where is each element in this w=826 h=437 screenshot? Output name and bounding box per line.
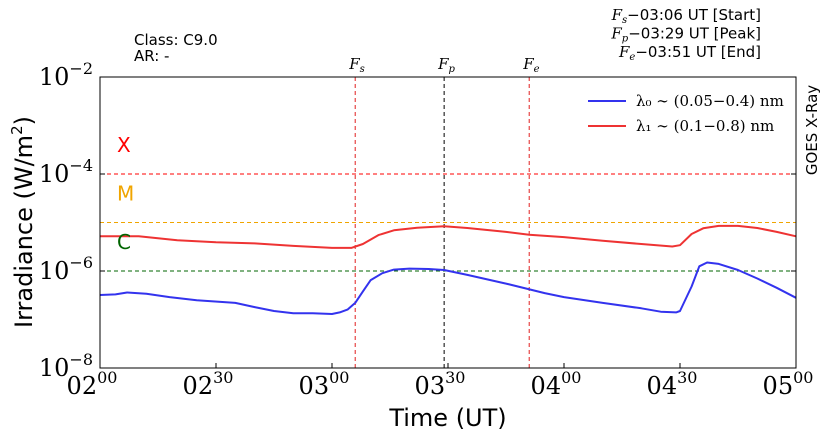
event-lines: Fs Fp Fe [348,55,540,368]
event-label-p: Fp [437,55,455,75]
class-label-m: M [117,182,134,206]
x-tick-label: 0400 [531,368,582,400]
event-label-e: Fe [522,55,539,75]
x-tick-label: 0430 [647,368,698,400]
x-axis-label: Time (UT) [388,404,506,432]
flare-class-labels: X MC [117,133,134,254]
y-tick-label: 10−4 [39,156,93,188]
svg-text:Irradiance (W/m2): Irradiance (W/m2) [8,116,38,328]
axes: 10−8 10−6 10−4 10−2 0200 0230 0300 0330 0400 0430… [39,59,814,400]
event-time-p: Fp−03:29 UT [Peak] [610,25,761,45]
y-tick-label: 10−8 [39,350,93,382]
flare-class-lines [100,173,796,272]
class-label-x: X [117,133,131,157]
series-line-0 [99,261,797,315]
legend-label-1: λ₁ ∼ (0.1−0.8) nm [636,117,774,135]
y-axis-label: Irradiance (W/m2) [8,116,38,328]
event-time-s: Fs−03:06 UT [Start] [611,6,761,26]
legend-label-0: λ₀ ∼ (0.05−0.4) nm [636,92,784,110]
event-label-s: Fs [348,55,365,75]
x-tick-label: 0500 [763,368,814,400]
class-label-c: C [117,230,131,254]
x-tick-label: 0200 [67,368,118,400]
ar-label: AR: - [134,47,169,65]
event-times-block: Fs−03:06 UT [Start]Fp−03:29 UT [Peak]Fe−… [610,6,761,63]
series-lines [99,224,797,315]
event-time-e: Fe−03:51 UT [End] [618,43,761,63]
x-tick-label: 0300 [299,368,350,400]
y-tick-label: 10−2 [39,59,93,91]
x-tick-label: 0330 [415,368,466,400]
x-tick-label: 0230 [183,368,234,400]
series-line-1 [100,224,797,249]
legend: λ₀ ∼ (0.05−0.4) nm λ₁ ∼ (0.1−0.8) nm [588,92,784,135]
class-label: Class: C9.0 [134,31,218,49]
goes-xray-label: GOES X-Ray [803,85,821,175]
y-tick-label: 10−6 [39,253,93,285]
